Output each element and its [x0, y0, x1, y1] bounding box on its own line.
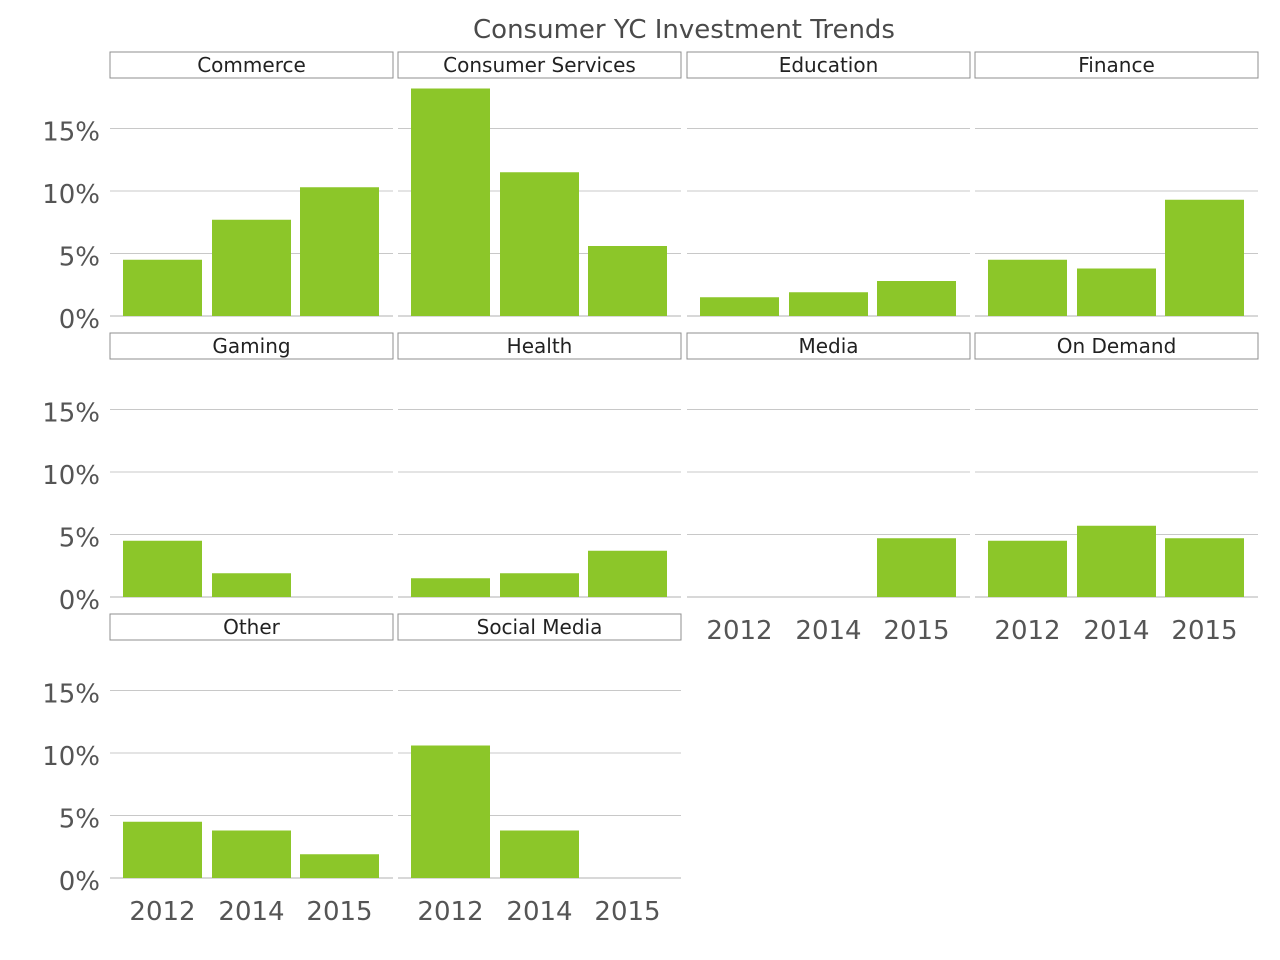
bar — [300, 854, 379, 878]
facet-strip — [397, 332, 682, 360]
facet-strip — [109, 613, 394, 641]
facet-panel: Health — [397, 332, 682, 598]
chart-title: Consumer YC Investment Trends — [473, 15, 895, 45]
bar — [500, 172, 579, 316]
facet-strip-label: Education — [779, 53, 879, 77]
bar — [588, 550, 667, 597]
bar — [500, 573, 579, 597]
bar — [212, 830, 291, 878]
facet-strip-label: Consumer Services — [443, 53, 636, 77]
y-tick-label: 15% — [42, 399, 100, 429]
bar — [1165, 199, 1244, 316]
x-tick-label: 2015 — [1171, 616, 1237, 646]
bar — [123, 540, 202, 597]
x-tick-label: 2015 — [594, 897, 660, 927]
facet-strip — [109, 51, 394, 79]
bar — [988, 540, 1067, 597]
facet-strip-label: Other — [223, 615, 281, 639]
y-tick-label: 5% — [59, 524, 100, 554]
facet-strip — [397, 613, 682, 641]
bar — [877, 538, 956, 597]
facet-panel: Social Media 2012 2014 2015 — [397, 613, 682, 927]
y-tick-label: 0% — [59, 586, 100, 616]
x-tick-label: 2014 — [1083, 616, 1149, 646]
facet-strip-label: On Demand — [1057, 334, 1177, 358]
facet-panel: Consumer Services — [397, 51, 682, 317]
y-tick-label: 10% — [42, 180, 100, 210]
x-tick-label: 2014 — [506, 897, 572, 927]
bar — [1165, 538, 1244, 597]
bar — [212, 219, 291, 316]
x-tick-label: 2012 — [706, 616, 772, 646]
bar — [123, 821, 202, 878]
bar — [877, 281, 956, 316]
bar — [789, 292, 868, 316]
x-tick-label: 2015 — [306, 897, 372, 927]
y-tick-label: 10% — [42, 742, 100, 772]
facet-strip — [109, 332, 394, 360]
facet-strip-label: Commerce — [197, 53, 306, 77]
bar — [700, 297, 779, 316]
facet-strip — [974, 51, 1259, 79]
x-tick-label: 2012 — [129, 897, 195, 927]
bar — [411, 745, 490, 878]
facet-panel: Media 2012 2014 2015 — [686, 332, 971, 646]
bar — [588, 246, 667, 316]
facet-strip-label: Gaming — [212, 334, 290, 358]
facet-strip-label: Health — [507, 334, 573, 358]
facet-panel: Other 0% 5% 10% 15% 2012 2014 2015 — [42, 613, 394, 927]
y-tick-label: 0% — [59, 867, 100, 897]
x-tick-label: 2015 — [883, 616, 949, 646]
y-tick-label: 0% — [59, 305, 100, 335]
facet-panels: Commerce 0% 5% 10% 15% Consumer Services Educa… — [42, 51, 1259, 927]
bar — [123, 259, 202, 316]
y-tick-label: 5% — [59, 243, 100, 273]
facet-strip — [974, 332, 1259, 360]
facet-panel: Commerce 0% 5% 10% 15% — [42, 51, 394, 335]
facet-strip-label: Finance — [1078, 53, 1155, 77]
facet-strip — [686, 332, 971, 360]
facet-panel: Gaming 0% 5% 10% 15% — [42, 332, 394, 616]
y-tick-label: 15% — [42, 118, 100, 148]
bar — [411, 88, 490, 316]
bar — [212, 573, 291, 597]
y-tick-label: 10% — [42, 461, 100, 491]
x-tick-label: 2012 — [417, 897, 483, 927]
facet-panel: Education — [686, 51, 971, 317]
bar — [411, 578, 490, 597]
bar — [1077, 268, 1156, 316]
bar — [500, 830, 579, 878]
y-tick-label: 15% — [42, 680, 100, 710]
y-tick-label: 5% — [59, 805, 100, 835]
facet-strip-label: Media — [798, 334, 858, 358]
facet-strip — [686, 51, 971, 79]
x-tick-label: 2012 — [994, 616, 1060, 646]
bar — [300, 187, 379, 316]
x-tick-label: 2014 — [795, 616, 861, 646]
facet-panel: On Demand 2012 2014 2015 — [974, 332, 1259, 646]
bar — [988, 259, 1067, 316]
facet-strip-label: Social Media — [477, 615, 603, 639]
facet-panel: Finance — [974, 51, 1259, 317]
bar — [1077, 525, 1156, 597]
facet-strip — [397, 51, 682, 79]
x-tick-label: 2014 — [218, 897, 284, 927]
